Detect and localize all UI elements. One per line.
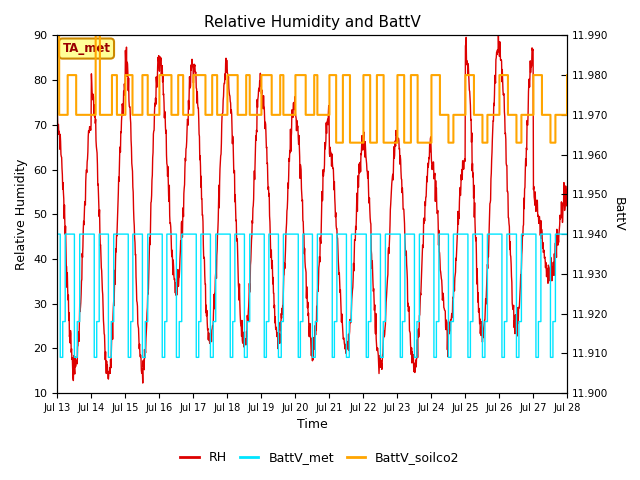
Text: TA_met: TA_met — [63, 42, 111, 55]
X-axis label: Time: Time — [297, 419, 328, 432]
Legend: RH, BattV_met, BattV_soilco2: RH, BattV_met, BattV_soilco2 — [175, 446, 465, 469]
Y-axis label: Relative Humidity: Relative Humidity — [15, 158, 28, 270]
Title: Relative Humidity and BattV: Relative Humidity and BattV — [204, 15, 420, 30]
Y-axis label: BattV: BattV — [612, 197, 625, 231]
